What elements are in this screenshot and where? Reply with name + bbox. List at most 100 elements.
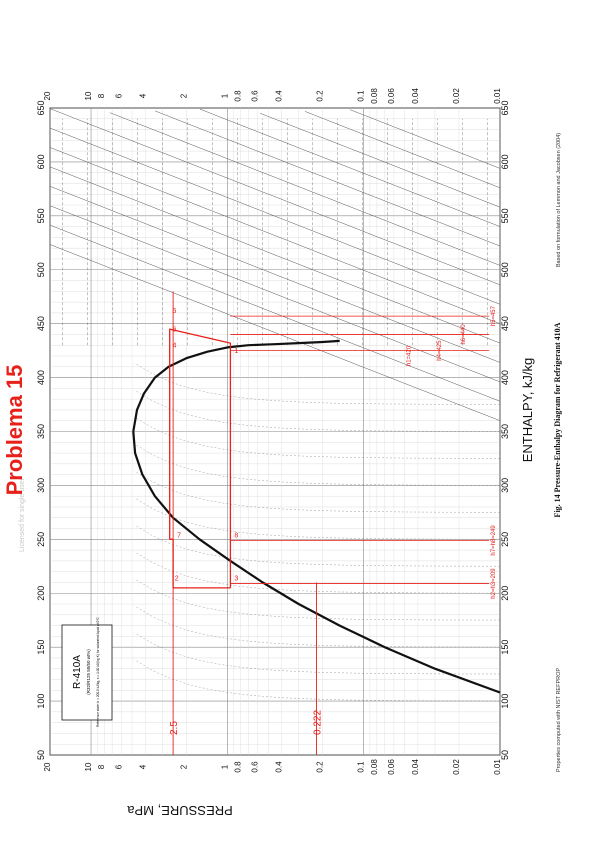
y-tick-label: 4	[138, 93, 147, 98]
isentrope-line	[259, 112, 501, 208]
state-number: 1	[234, 348, 238, 355]
enthalpy-note: h1=420	[407, 345, 413, 366]
x-tick-label: 450	[36, 316, 46, 331]
grid-lines	[49, 107, 501, 756]
figure-label: Fig. 14	[553, 494, 562, 517]
isentrope-line	[49, 108, 501, 286]
y-tick-label: 10	[84, 91, 93, 100]
y-tick-label: 20	[43, 91, 52, 100]
x-tick-label: 600	[500, 154, 510, 169]
x-tick-label: 150	[36, 640, 46, 655]
x-tick-label: 100	[36, 694, 46, 709]
y-tick-label: 0.04	[411, 759, 420, 775]
y-tick-label: 1	[220, 93, 229, 98]
quality-line	[134, 578, 500, 621]
y-axis-label: PRESSURE, MPa	[126, 803, 232, 818]
x-tick-label: 650	[500, 100, 510, 115]
x-tick-label: 400	[500, 370, 510, 385]
x-tick-label: 50	[36, 750, 46, 760]
figure-caption: Fig. 14 Pressure-Enthalpy Diagram for Re…	[553, 322, 562, 517]
y-tick-label: 0.8	[234, 90, 243, 102]
isentrope-line	[49, 147, 501, 324]
state-number: 4	[173, 343, 177, 350]
y-tick-label: 0.2	[316, 761, 325, 773]
x-tick-label: 350	[36, 424, 46, 439]
y-tick-label: 8	[97, 93, 106, 98]
x-tick-label: 450	[500, 316, 510, 331]
isentrope-line	[49, 166, 501, 344]
y-tick-label: 0.06	[387, 88, 396, 104]
state-number: 7	[177, 532, 181, 539]
y-tick-label: 2	[179, 764, 188, 769]
isentrope-line	[109, 112, 501, 266]
state-number: 8	[234, 532, 238, 539]
y-tick-label: 0.02	[452, 759, 461, 775]
x-tick-label: 250	[500, 532, 510, 547]
y-tick-label: 0.4	[275, 90, 284, 102]
x-tick-label: 200	[500, 586, 510, 601]
isentrope-line	[154, 110, 501, 247]
handwritten-title: Problema 15	[2, 365, 27, 496]
quality-line	[134, 524, 500, 567]
y-tick-label: 6	[114, 764, 123, 769]
y-tick-label: 0.08	[370, 759, 379, 775]
y-tick-label: 0.01	[493, 88, 502, 104]
x-tick-label: 50	[500, 750, 510, 760]
pressure-mark: 0.222	[312, 710, 323, 735]
y-tick-label: 0.6	[251, 761, 260, 773]
state-number: 3	[234, 576, 238, 583]
cycle-annotations: 2.5 0.222 1 2 3 4 5 6 7 8 h2=h3=209 h7=h8=249 h4=425…	[169, 291, 497, 755]
enthalpy-note: h6=440	[461, 324, 467, 345]
refrigerant-name: R-410A	[72, 655, 83, 689]
x-axis-label: ENTHALPY, kJ/kg	[520, 358, 535, 463]
x-tick-label: 100	[500, 694, 510, 709]
y-tick-label: 0.06	[387, 759, 396, 775]
x-tick-label: 650	[36, 100, 46, 115]
quality-line	[134, 389, 500, 432]
x-tick-label: 300	[500, 478, 510, 493]
x-tick-label: 600	[36, 154, 46, 169]
y-tick-label: 6	[114, 93, 123, 98]
isentrope-line	[199, 108, 501, 227]
quality-line	[134, 362, 501, 405]
x-tick-label: 150	[500, 640, 510, 655]
cycle-line	[169, 328, 232, 589]
isentrope-line	[349, 109, 501, 169]
svg-text:Fig. 14 Pressure: Fig. 14 Pressure-Enthalpy Diagram for Re…	[553, 322, 562, 517]
refrigerant-info-box: R-410A (R32/R125 50/50 wt%) Reference st…	[61, 616, 113, 727]
y-tick-label: 0.8	[234, 761, 243, 773]
x-tick-label: 550	[36, 208, 46, 223]
y-tick-label: 0.01	[493, 759, 502, 775]
y-tick-label: 0.02	[452, 88, 461, 104]
chart-title: Pressure-Enthalpy Diagram for Refrigeran…	[553, 322, 562, 492]
quality-line	[134, 416, 501, 459]
quality-line	[134, 551, 501, 594]
isentrope-line	[49, 186, 501, 363]
y-tick-label: 0.08	[370, 88, 379, 104]
isentrope-line	[49, 224, 501, 402]
state-number: 5	[173, 308, 177, 315]
saturation-curve	[132, 339, 340, 432]
quality-line	[134, 605, 501, 648]
quality-line	[134, 497, 500, 540]
x-tick-label: 300	[36, 478, 46, 493]
quality-line	[134, 470, 500, 513]
property-isolines	[49, 108, 501, 702]
y-tick-label: 2	[179, 93, 188, 98]
quality-line	[134, 443, 500, 486]
reference-state: Reference state: h = 200.0 kJ/kg, s = 1.…	[96, 616, 100, 726]
isentrope-line	[304, 111, 501, 189]
y-tick-label: 8	[97, 764, 106, 769]
x-tick-label: 400	[36, 370, 46, 385]
x-tick-label: 350	[500, 424, 510, 439]
quality-line	[134, 659, 500, 702]
y-tick-label: 0.2	[316, 90, 325, 102]
y-tick-label: 4	[138, 764, 147, 769]
y-tick-label: 0.04	[411, 88, 420, 104]
isentrope-line	[49, 127, 501, 305]
x-tick-label: 200	[36, 586, 46, 601]
y-tick-label: 0.4	[275, 761, 284, 773]
enthalpy-note: h7=h8=249	[491, 525, 497, 556]
